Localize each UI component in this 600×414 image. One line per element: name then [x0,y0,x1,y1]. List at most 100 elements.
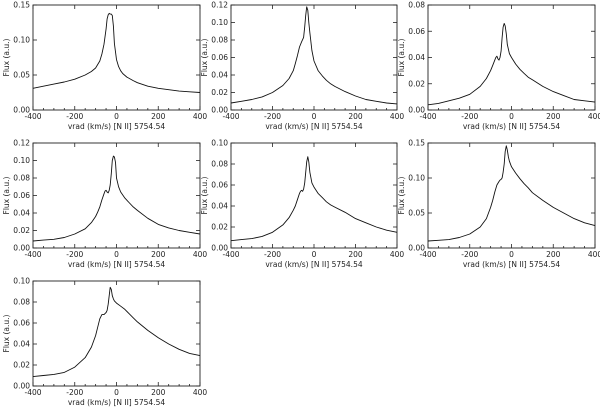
y-tick-label: 0.08 [13,298,30,307]
y-tick-label: 0.00 [211,106,228,115]
panel-5-series-line [230,156,398,242]
y-tick-label: 0.06 [408,27,425,36]
y-axis-label: Flux (a.u.) [2,38,11,76]
x-tick-label: -200 [264,250,281,259]
x-tick-label: -200 [66,112,83,121]
y-axis-label: Flux (a.u.) [2,314,11,352]
x-tick-label: -400 [24,250,41,259]
x-tick-label: 400 [390,250,405,259]
y-tick-label: 0.04 [211,202,228,211]
y-tick-label: 0.10 [408,174,425,183]
y-tick-label: 0.04 [13,209,30,218]
panel-5: -400 -200 0 200 400 0.00 0.02 0.04 0.06 0.08 0.10 v… [200,139,404,269]
x-tick-label: -400 [419,250,436,259]
panel-7-series-line [32,286,201,378]
y-tick-label: 0.02 [13,226,30,235]
y-tick-label: 0.06 [13,191,30,200]
y-tick-label: 0.06 [211,181,228,190]
x-tick-label: 400 [193,250,208,259]
x-tick-label: 200 [151,250,166,259]
x-tick-label: -200 [66,388,83,397]
y-tick-label: 0.15 [13,1,30,10]
x-tick-label: 0 [114,388,119,397]
y-tick-label: 0.02 [13,361,30,370]
y-tick-label: 0.04 [211,71,228,80]
y-axis-label: Flux (a.u.) [200,176,209,214]
y-axis-label: Flux (a.u.) [200,38,209,76]
y-tick-label: 0.04 [408,53,425,62]
y-tick-label: 0.02 [211,223,228,232]
y-tick-label: 0.08 [211,160,228,169]
y-tick-label: 0.05 [13,71,30,80]
y-tick-label: 0.00 [13,382,30,391]
x-tick-label: 200 [151,388,166,397]
panel-4: -400 -200 0 200 400 0.00 0.02 0.04 0.06 0.08 0.10 0… [2,139,207,269]
x-tick-label: 200 [348,250,363,259]
y-axis-label: Flux (a.u.) [2,176,11,214]
x-tick-label: 0 [509,250,514,259]
x-tick-label: 200 [348,112,363,121]
x-tick-label: 0 [312,250,317,259]
y-tick-label: 0.00 [211,244,228,253]
y-tick-label: 0.15 [408,139,425,148]
x-tick-label: -400 [419,112,436,121]
x-tick-label: 0 [114,250,119,259]
x-tick-label: 0 [114,112,119,121]
y-tick-label: 0.12 [13,139,30,148]
x-tick-label: 200 [546,250,561,259]
x-axis-label: vrad (km/s) [N II] 5754.54 [463,122,560,131]
y-tick-label: 0.00 [13,106,30,115]
panel-3: -400 -200 0 200 400 0.00 0.02 0.04 0.06 0.08 vrad … [397,1,600,131]
y-axis-label: Flux (a.u.) [397,176,406,214]
y-tick-label: 0.02 [408,79,425,88]
panel-6-frame [427,142,596,249]
y-tick-label: 0.06 [211,53,228,62]
y-tick-label: 0.06 [13,319,30,328]
x-tick-label: 200 [546,112,561,121]
x-tick-label: -400 [222,112,239,121]
panel-6: -400 -200 0 200 400 0.00 0.05 0.10 0.15 vrad (km/… [397,139,600,269]
panel-3-series-line [427,22,596,106]
y-tick-label: 0.04 [13,340,30,349]
x-tick-label: 400 [390,112,405,121]
x-tick-label: -200 [66,250,83,259]
x-axis-label: vrad (km/s) [N II] 5754.54 [265,122,362,131]
panel-1: -400 -200 0 200 400 0.00 0.05 0.10 0.15 vrad (km/… [2,1,207,131]
y-tick-label: 0.08 [13,174,30,183]
x-tick-label: 0 [509,112,514,121]
panel-4-series-line [32,155,201,242]
x-tick-label: -200 [461,250,478,259]
y-tick-label: 0.02 [211,88,228,97]
y-axis-label: Flux (a.u.) [397,38,406,76]
y-tick-label: 0.00 [13,244,30,253]
x-tick-label: -400 [24,388,41,397]
panel-5-frame [230,142,398,249]
x-axis-label: vrad (km/s) [N II] 5754.54 [68,260,165,269]
x-tick-label: 400 [193,112,208,121]
x-tick-label: 0 [312,112,317,121]
y-tick-label: 0.05 [408,209,425,218]
panel-2-frame [230,4,398,111]
y-tick-label: 0.08 [408,1,425,10]
panel-4-frame [32,142,201,249]
y-tick-label: 0.10 [13,277,30,286]
y-tick-label: 0.10 [13,36,30,45]
y-tick-label: 0.00 [408,106,425,115]
panel-7: -400 -200 0 200 400 0.00 0.02 0.04 0.06 0.08 0.10 v… [2,277,207,407]
panel-7-frame [32,280,201,387]
y-tick-label: 0.08 [211,36,228,45]
x-tick-label: 400 [588,250,600,259]
y-tick-label: 0.10 [211,139,228,148]
x-tick-label: 200 [151,112,166,121]
x-tick-label: -400 [24,112,41,121]
x-axis-label: vrad (km/s) [N II] 5754.54 [68,398,165,407]
panel-1-series-line [32,12,201,93]
y-tick-label: 0.10 [211,18,228,27]
x-tick-label: -200 [461,112,478,121]
y-tick-label: 0.12 [211,1,228,10]
x-tick-label: -200 [264,112,281,121]
x-axis-label: vrad (km/s) [N II] 5754.54 [463,260,560,269]
x-tick-label: -400 [222,250,239,259]
x-axis-label: vrad (km/s) [N II] 5754.54 [68,122,165,131]
